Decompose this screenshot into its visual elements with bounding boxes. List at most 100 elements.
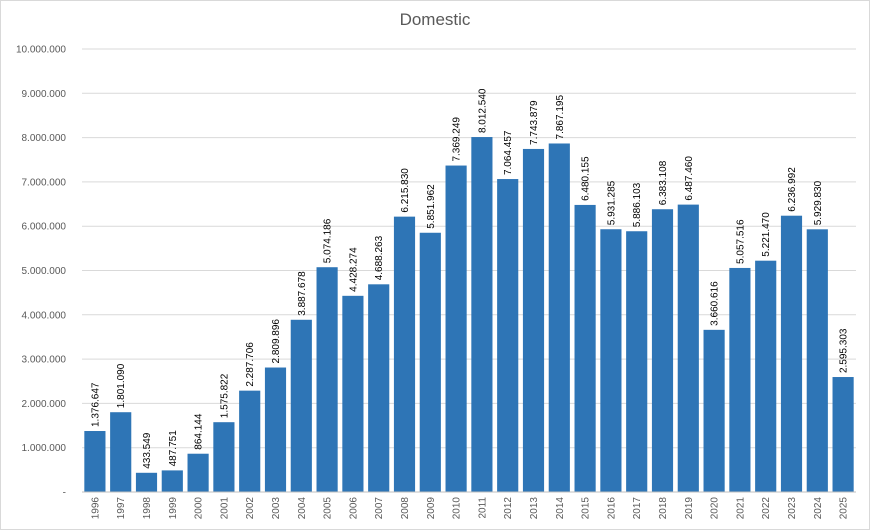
x-tick-label: 1996 <box>90 497 101 520</box>
bar <box>471 137 493 492</box>
bar <box>187 453 209 492</box>
data-label: 7.743.879 <box>529 100 540 145</box>
y-tick-label: 2.000.000 <box>22 399 67 410</box>
data-label: 5.221.470 <box>761 212 772 257</box>
data-label: 7.369.249 <box>452 117 463 162</box>
data-label: 5.057.516 <box>735 219 746 264</box>
y-tick-label: 1.000.000 <box>22 443 67 454</box>
x-tick-label: 2025 <box>839 497 850 520</box>
data-label: 5.074.186 <box>323 218 334 263</box>
data-label: 3.660.616 <box>710 281 721 326</box>
data-label: 6.383.108 <box>658 160 669 205</box>
bar <box>806 229 828 492</box>
data-label: 6.236.992 <box>787 167 798 212</box>
x-tick-label: 2014 <box>555 497 566 520</box>
x-tick-label: 2010 <box>452 497 463 520</box>
x-tick-label: 2023 <box>787 497 798 520</box>
bar <box>393 216 416 492</box>
bar <box>342 295 364 492</box>
x-tick-label: 2012 <box>503 497 514 520</box>
bar <box>419 232 441 492</box>
data-label: 4.428.274 <box>348 247 359 292</box>
data-label: 3.887.678 <box>297 271 308 316</box>
bar <box>600 229 622 492</box>
x-tick-label: 2024 <box>813 497 824 520</box>
x-tick-label: 2007 <box>374 497 385 520</box>
x-tick-label: 2008 <box>400 497 411 520</box>
bar <box>832 377 854 492</box>
bar <box>548 143 570 492</box>
x-tick-label: 2013 <box>529 497 540 520</box>
y-tick-label: 7.000.000 <box>22 177 67 188</box>
data-label: 8.012.540 <box>477 88 488 133</box>
x-tick-label: 2016 <box>606 497 617 520</box>
data-label: 7.867.195 <box>555 95 566 140</box>
bar <box>290 319 312 492</box>
bar <box>677 204 699 492</box>
bar <box>497 179 519 492</box>
bar <box>161 470 183 492</box>
bar <box>264 367 287 492</box>
data-label: 1.801.090 <box>116 363 127 408</box>
data-label: 6.487.460 <box>684 156 695 201</box>
x-tick-label: 2002 <box>245 497 256 520</box>
data-label: 6.480.155 <box>581 156 592 201</box>
x-tick-label: 2011 <box>477 497 488 519</box>
x-tick-label: 2015 <box>581 497 592 520</box>
bar <box>703 329 725 492</box>
x-tick-label: 2017 <box>632 497 643 520</box>
bar <box>316 267 338 492</box>
data-label: 487.751 <box>168 430 179 467</box>
x-tick-label: 1998 <box>142 497 153 520</box>
data-label: 5.851.962 <box>426 184 437 229</box>
y-tick-label: 5.000.000 <box>22 266 67 277</box>
y-tick-label: - <box>63 488 66 499</box>
data-label: 7.064.457 <box>503 130 514 175</box>
data-label: 5.929.830 <box>813 180 824 225</box>
x-tick-label: 2022 <box>761 497 772 520</box>
data-label: 4.688.263 <box>374 235 385 280</box>
y-tick-label: 6.000.000 <box>22 222 67 233</box>
data-label: 2.287.706 <box>245 342 256 387</box>
x-tick-label: 1999 <box>168 497 179 520</box>
x-tick-label: 2006 <box>348 497 359 520</box>
y-tick-label: 10.000.000 <box>16 45 66 56</box>
data-label: 5.931.285 <box>606 180 617 225</box>
bar <box>213 422 235 492</box>
bar <box>755 260 777 492</box>
data-label: 6.215.830 <box>400 168 411 213</box>
x-tick-label: 2021 <box>735 497 746 520</box>
x-tick-label: 1997 <box>116 497 127 520</box>
data-label: 433.549 <box>142 432 153 469</box>
bar <box>110 412 132 492</box>
y-tick-label: 3.000.000 <box>22 355 67 366</box>
data-label: 2.595.303 <box>839 328 850 373</box>
x-tick-label: 2003 <box>271 497 282 520</box>
data-label: 5.886.103 <box>632 182 643 227</box>
x-tick-label: 2019 <box>684 497 695 520</box>
data-label: 2.809.896 <box>271 319 282 364</box>
data-label: 864.144 <box>194 413 205 450</box>
bar <box>84 431 106 492</box>
x-tick-label: 2000 <box>194 497 205 520</box>
bar <box>729 267 751 492</box>
bar <box>780 215 803 493</box>
x-tick-label: 2005 <box>323 497 334 520</box>
x-tick-label: 2001 <box>219 497 230 520</box>
bar <box>368 284 390 492</box>
y-tick-label: 8.000.000 <box>22 133 67 144</box>
bar <box>651 209 674 492</box>
data-label: 1.575.822 <box>219 373 230 418</box>
y-tick-label: 4.000.000 <box>22 310 67 321</box>
bar <box>574 204 596 492</box>
data-label: 1.376.647 <box>90 382 101 427</box>
y-tick-label: 9.000.000 <box>22 89 67 100</box>
bar <box>239 390 261 492</box>
bar <box>135 472 158 492</box>
x-tick-label: 2020 <box>710 497 721 520</box>
bar <box>445 165 467 492</box>
bar <box>522 148 545 492</box>
x-tick-label: 2018 <box>658 497 669 520</box>
x-tick-label: 2009 <box>426 497 437 520</box>
